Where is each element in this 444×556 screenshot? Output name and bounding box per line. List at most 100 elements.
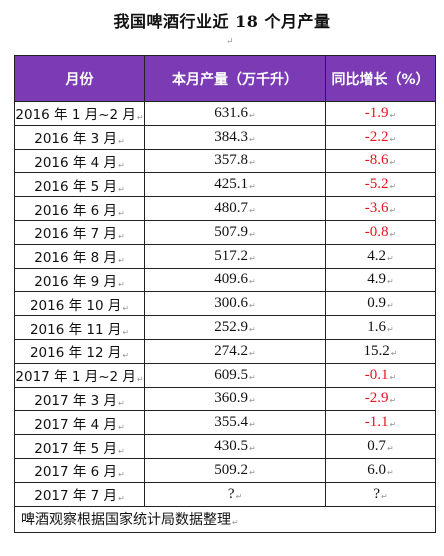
paragraph-mark-icon: ↵: [118, 470, 125, 480]
month-cell-value: 2017 年 6 月: [34, 464, 118, 481]
paragraph-mark-icon: ↵: [249, 158, 256, 168]
paragraph-mark-icon: ↵: [389, 110, 397, 120]
production-cell: ?↵: [144, 481, 326, 507]
paragraph-mark-icon: ↵: [389, 420, 397, 430]
growth-cell-value: -2.9: [364, 390, 389, 407]
paragraph-mark-icon: ↵: [136, 375, 144, 385]
paragraph-mark-icon: ↵: [380, 491, 388, 501]
growth-cell-value: -0.8: [364, 223, 389, 240]
production-cell: 425.1↵: [144, 172, 326, 198]
paragraph-mark-icon: ↵: [387, 444, 394, 454]
growth-cell-value: ?: [373, 485, 380, 502]
paragraph-mark-icon: ↵: [118, 184, 125, 194]
paragraph-mark-icon: ↵: [249, 206, 256, 216]
table-row: 2016 年 8 月↵ 517.2↵ 4.2↵: [14, 243, 436, 269]
month-cell-value: 2016 年 5 月: [34, 178, 118, 195]
paragraph-mark-icon: ↵: [389, 182, 397, 192]
table-header-row: 月份 本月产量（万千升） 同比增长（%）: [14, 55, 436, 102]
table-row: 2016 年 6 月↵ 480.7↵ -3.6 ↵: [14, 196, 436, 221]
growth-cell: 1.6↵: [325, 315, 436, 340]
header-production: 本月产量（万千升）: [144, 55, 326, 102]
paragraph-mark-icon: ↵: [387, 253, 394, 263]
growth-cell-value: -8.6: [364, 152, 389, 169]
production-cell: 517.2↵: [144, 243, 326, 269]
production-cell: 300.6↵: [144, 291, 326, 317]
month-cell: 2016 年 6 月↵: [14, 196, 145, 221]
growth-cell: -1.1↵: [325, 410, 436, 436]
production-cell-value: ?: [227, 485, 235, 502]
paragraph-mark-icon: ↵: [389, 134, 397, 144]
month-cell: 2017 年 6 月↵: [14, 457, 145, 483]
table-row: 2016 年 5 月↵ 425.1↵ -5.2↵: [14, 172, 436, 198]
production-cell-value: 509.2: [214, 461, 249, 478]
table-row: 2016 年 3 月↵ 384.3↵ -2.2↵: [14, 124, 436, 150]
production-cell: 430.5↵: [144, 434, 326, 459]
table-row: 2016 年 1 月~2 月↵ 631.6↵ -1.9↵: [14, 101, 436, 126]
table-row: 2016 年 11 月↵ 252.9↵ 1.6↵: [14, 315, 436, 340]
table-row: 2016 年 10 月↵ 300.6↵ 0.9↵: [14, 291, 436, 317]
production-cell-value: 517.2: [214, 247, 249, 264]
month-cell-value: 2016 年 3 月: [34, 131, 118, 148]
month-cell: 2016 年 12 月↵: [14, 338, 145, 364]
paragraph-mark-icon: ↵: [390, 348, 398, 358]
month-cell-value: 2016 年 4 月: [34, 154, 118, 171]
table-row: 2016 年 9 月↵ 409.6↵ 4.9↵: [14, 267, 436, 293]
growth-cell-value: -2.2: [364, 128, 389, 145]
month-cell: 2017 年 4 月↵: [14, 410, 145, 436]
growth-cell-value: 6.0: [367, 461, 387, 478]
growth-cell: -0.8↵: [325, 219, 436, 245]
paragraph-mark-icon: ↵: [249, 372, 256, 382]
growth-cell-value: -3.6: [364, 200, 389, 217]
paragraph-mark-icon: ↵: [118, 279, 125, 289]
production-cell-value: 609.5: [214, 366, 249, 383]
paragraph-mark-icon: ↵: [232, 518, 239, 528]
paragraph-mark-icon: ↵: [122, 303, 130, 313]
paragraph-mark-icon: ↵: [249, 444, 256, 454]
month-cell: 2016 年 5 月↵: [14, 172, 145, 198]
production-cell: 384.3↵: [144, 124, 326, 150]
growth-cell-value: 0.7: [367, 438, 387, 455]
growth-cell-value: -1.9: [364, 104, 389, 121]
production-cell: 480.7↵: [144, 196, 326, 221]
growth-cell: -0.1↵: [325, 362, 436, 388]
table-title: 我国啤酒行业近 18 个月产量: [113, 12, 331, 31]
month-cell-value: 2017 年 5 月: [34, 440, 118, 457]
table-row: 2017 年 6 月↵ 509.2↵ 6.0↵: [14, 457, 436, 483]
growth-cell: ?↵: [325, 481, 436, 507]
paragraph-mark-icon: ↵: [249, 396, 256, 406]
paragraph-mark-icon: ↵: [118, 398, 125, 408]
month-cell: 2016 年 4 月↵: [14, 148, 145, 174]
growth-cell-value: -5.2: [364, 176, 389, 193]
growth-cell: -1.9↵: [325, 101, 436, 126]
paragraph-mark-icon: ↵: [249, 229, 256, 239]
paragraph-mark-icon: ↵: [118, 137, 125, 147]
table-row: 2016 年 7 月↵ 507.9↵ -0.8↵: [14, 219, 436, 245]
production-cell-value: 409.6: [214, 271, 249, 288]
production-cell: 631.6↵: [144, 101, 326, 126]
paragraph-mark-icon: ↵: [118, 160, 125, 170]
production-cell: 360.9↵: [144, 386, 326, 412]
growth-cell-value: 4.9: [367, 271, 387, 288]
growth-cell: 0.7↵: [325, 434, 436, 459]
production-cell-value: 252.9: [214, 319, 249, 336]
table-body: 2016 年 1 月~2 月↵ 631.6↵ -1.9↵ 2016 年 3 月↵ 384…: [14, 101, 436, 507]
source-note-text: 啤酒观察根据国家统计局数据整理: [21, 512, 231, 529]
month-cell: 2016 年 7 月↵: [14, 219, 145, 245]
paragraph-mark-icon: ↵: [226, 37, 234, 47]
source-note: 啤酒观察根据国家统计局数据整理↵: [14, 505, 436, 533]
production-cell-value: 631.6: [214, 104, 249, 121]
paragraph-mark-icon: ↵: [136, 113, 144, 123]
growth-cell: 15.2↵: [325, 338, 436, 364]
table-row: 2017 年 3 月↵ 360.9↵ -2.9↵: [14, 386, 436, 412]
paragraph-mark-icon: ↵: [118, 446, 125, 456]
paragraph-mark-icon: ↵: [389, 158, 397, 168]
header-growth: 同比增长（%）: [325, 55, 436, 102]
paragraph-mark-icon: ↵: [389, 396, 397, 406]
month-cell: 2017 年 5 月↵: [14, 434, 145, 459]
paragraph-mark-icon: ↵: [118, 422, 125, 432]
month-cell: 2017 年 3 月↵: [14, 386, 145, 412]
growth-cell: 4.9↵: [325, 267, 436, 293]
production-cell-value: 274.2: [214, 342, 249, 359]
production-cell: 252.9↵: [144, 315, 326, 340]
production-cell-value: 425.1: [214, 176, 249, 193]
